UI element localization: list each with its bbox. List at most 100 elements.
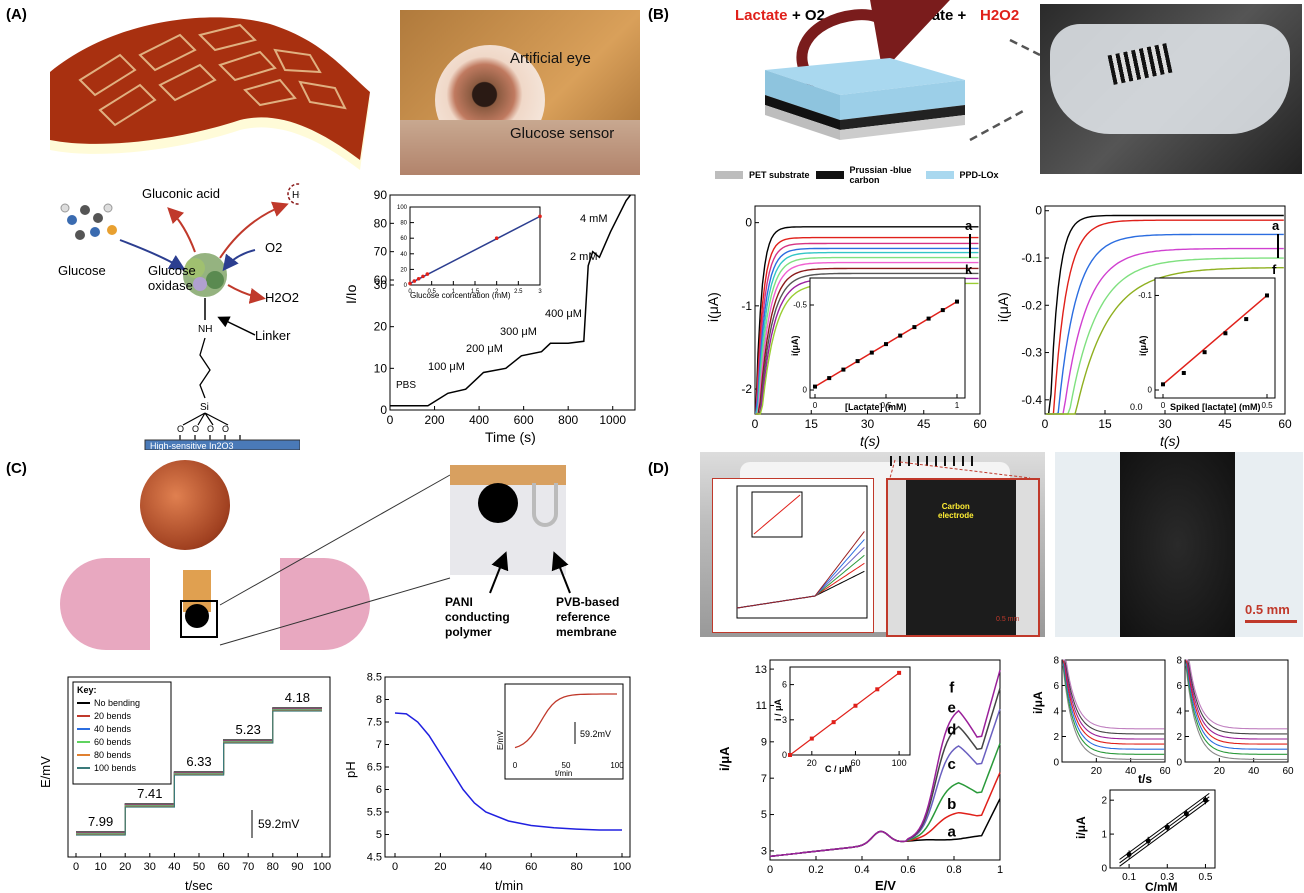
chart-d-small-line — [736, 531, 865, 609]
chart-b2-ytick-label: -0.4 — [1021, 393, 1042, 407]
chart-c1-xtick-label: 40 — [168, 861, 180, 873]
chart-c2-inset-xlabel: t/min — [555, 769, 572, 778]
chart-c2-xtick-label: 60 — [525, 861, 537, 873]
chart-d-amp-line — [1062, 660, 1165, 755]
chart-b2-ytick-label: 0 — [1035, 204, 1042, 218]
chart-b1-inset-point — [898, 333, 903, 338]
chart-c2-ytick-label: 8.5 — [367, 672, 382, 684]
chart-b1-lactate: 0 15 30 45 600-1-20 0.5 1-0.50 i(μA) t(s) a k … — [705, 205, 987, 449]
chart-d-ytick-label: 7 — [761, 773, 767, 785]
glucose-molecule-icon — [60, 203, 117, 240]
panel-label-b: (B) — [648, 6, 669, 23]
chart-d-inset-photo — [712, 478, 874, 633]
chart-d-series-label: a — [948, 823, 957, 840]
lactate-sensor-layers: Lactate + O2 Pyruvate + H2O2 — [735, 0, 1040, 142]
chart-d-amp-ytick-label: 2 — [1176, 732, 1182, 743]
chart-d-cal-xtick-label: 0.1 — [1122, 872, 1136, 883]
chart-a-xtick-label: 0 — [387, 413, 394, 427]
chart-c2-ytick-label: 8 — [376, 694, 382, 706]
chart-b2-a: a — [1272, 218, 1280, 233]
chart-b1-series-line — [755, 272, 979, 415]
chart-a-xtick-label: 400 — [469, 413, 489, 427]
chart-b2-inset-point — [1181, 370, 1186, 375]
chart-c1-ylabel: E/mV — [40, 756, 53, 788]
chart-d-amp-line — [1062, 659, 1165, 745]
chart-b2-series-line — [1046, 257, 1284, 415]
chart-b1-ytick-label: -1 — [741, 299, 752, 313]
chart-d-cal-fit — [1119, 799, 1210, 867]
chart-a-pbs: PBS — [396, 380, 416, 391]
chart-a-inset-xtick-label: 1 — [452, 289, 456, 295]
chart-a-inset-point — [408, 281, 412, 286]
svg-text:O: O — [207, 424, 214, 434]
chart-c1-step-label: 7.99 — [88, 814, 113, 829]
chart-b1-inset-frame — [809, 277, 966, 399]
chart-c2-ytick-label: 5.5 — [367, 807, 382, 819]
chart-a-400: 400 μM — [545, 308, 582, 320]
chart-a-ytick-label: 0 — [380, 403, 387, 417]
electrode-zoom-photo — [450, 465, 566, 575]
chart-a-inset-xtick-label: 1.5 — [471, 289, 480, 295]
chart-b1-series-line — [755, 261, 979, 415]
glucose-label: Glucose — [58, 263, 106, 278]
hydrogen-ion-icon — [287, 183, 300, 205]
chart-a-inset-point — [416, 276, 421, 281]
chart-b2-inset-frame — [1154, 277, 1276, 399]
chart-b1-inset-point — [855, 359, 860, 364]
chart-c2-inset-ylabel: E/mV — [496, 730, 505, 750]
chart-a-inset-point — [425, 272, 430, 276]
chart-a-inset-ytick-label: 60 — [400, 236, 407, 242]
chart-c2-xtick-label: 100 — [613, 861, 631, 873]
chart-a-inset-ytick-label: 20 — [400, 267, 407, 273]
chart-b2-inset-xtick-label: 0 — [1161, 401, 1166, 410]
chart-d-amp-xtick-label: 60 — [1282, 766, 1294, 777]
chart-d-cal-ytick-label: 1 — [1101, 829, 1107, 840]
chart-d-amp-xtick-label: 40 — [1248, 766, 1260, 777]
chart-c1-xtick-label: 10 — [94, 861, 106, 873]
chart-b1-xtick-label: 15 — [805, 417, 819, 431]
chart-b2-inset-xtick-label: 0.5 — [1261, 401, 1273, 410]
chart-d-amp-line — [1062, 659, 1165, 740]
chart-d-cal-xlabel: C/mM — [1145, 880, 1178, 893]
chart-b1-inset-point — [884, 342, 888, 347]
chart-a-200: 200 μM — [466, 343, 503, 355]
chart-a-inset-ytick-label: 80 — [400, 221, 407, 227]
chart-d-amp-ytick-label: 6 — [1176, 681, 1182, 692]
chart-d-amp-ytick-label: 2 — [1053, 732, 1059, 743]
chart-b1-inset-ytick-label: -0.5 — [793, 301, 807, 310]
chart-b2-ytick-label: -0.2 — [1021, 298, 1042, 312]
chart-c1-series-line — [76, 710, 322, 836]
chart-c1-xtick-label: 50 — [193, 861, 205, 873]
chart-a-100: 100 μM — [428, 361, 465, 373]
chart-d-cal-fit — [1119, 792, 1210, 860]
chart-b1-ytick-label: 0 — [745, 216, 752, 230]
chart-a-inset-xtick-label: 0.5 — [427, 289, 436, 295]
chart-d-amp-line — [1062, 665, 1165, 760]
chart-a-2mm: 2 mM — [570, 251, 598, 263]
chart-d-series-line — [769, 669, 1001, 858]
chart-c1-key-title: Key: — [77, 685, 97, 695]
zoom-lines — [219, 474, 451, 646]
chart-d-cal-xtick-label: 0.3 — [1160, 872, 1174, 883]
chart-a-xtick-label: 1000 — [599, 413, 626, 427]
in2o3-substrate — [144, 439, 300, 450]
pvb-label: PVB-based reference membrane — [556, 595, 620, 639]
chart-b2-series-line — [1046, 267, 1284, 415]
chart-c1-xtick-label: 30 — [144, 861, 156, 873]
chart-d-xtick-label: 0.4 — [854, 864, 869, 876]
layer-legend: PET substrate Prussian -blue carbon PPD-… — [715, 165, 999, 185]
chart-d-cal-fit — [1119, 796, 1210, 864]
chart-d-ytick-label: 13 — [755, 664, 767, 676]
chart-c1-xtick-label: 20 — [119, 861, 131, 873]
chart-c1-xtick-label: 70 — [242, 861, 254, 873]
chart-c2-ytick-label: 4.5 — [367, 852, 382, 864]
mouthguard-photo — [1040, 4, 1302, 174]
chart-b2-inset-ytick-label: -0.1 — [1138, 291, 1152, 300]
artificial-eye-label: Artificial eye — [510, 50, 591, 67]
chart-b1-inset-point — [912, 325, 917, 330]
o2-label: O2 — [265, 240, 282, 255]
chart-d-amp-ytick-label: 4 — [1053, 706, 1059, 717]
chart-b1-inset-ytick-label: 0 — [803, 386, 808, 395]
chart-d-inset-point — [788, 753, 792, 757]
chart-d-amp-line — [1062, 659, 1165, 750]
